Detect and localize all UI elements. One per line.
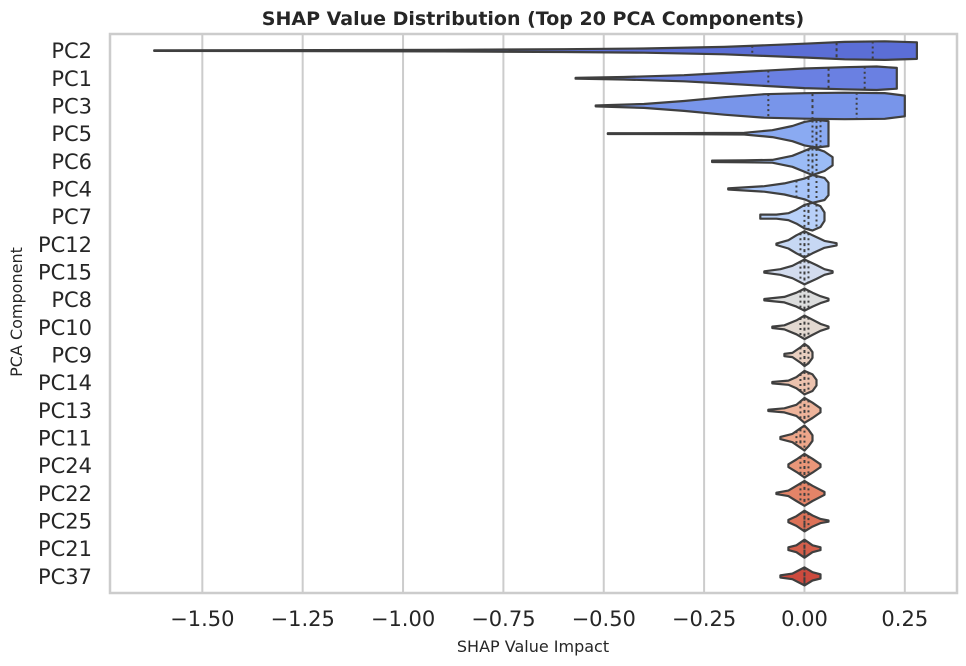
x-tick-label: −1.25 <box>271 607 335 631</box>
y-tick-label: PC37 <box>38 565 92 589</box>
violin-pc14 <box>771 369 818 396</box>
y-tick-label: PC21 <box>38 537 92 561</box>
violin-pc5 <box>606 118 830 149</box>
y-tick-label: PC15 <box>38 260 92 284</box>
violin-pc10 <box>771 314 830 341</box>
y-tick-label: PC3 <box>51 94 92 118</box>
violin-layer <box>153 40 918 587</box>
plot-frame <box>108 32 959 595</box>
y-tick-label: PC9 <box>51 344 92 368</box>
x-tick-label: 0.25 <box>881 607 928 631</box>
violin-pc13 <box>767 396 822 424</box>
x-tick-label: −0.50 <box>572 607 636 631</box>
x-tick-label: −0.25 <box>672 607 736 631</box>
x-tick-label: −1.00 <box>371 607 435 631</box>
y-tick-label: PC13 <box>38 399 92 423</box>
x-tick-label: −0.75 <box>471 607 535 631</box>
y-tick-label: PC25 <box>38 510 92 534</box>
y-tick-label: PC7 <box>51 205 92 229</box>
violin-pc12 <box>775 230 838 259</box>
x-axis-label: SHAP Value Impact <box>457 637 609 656</box>
violin-pc7 <box>759 201 826 232</box>
violin-pc1 <box>574 65 898 92</box>
violin-pc15 <box>763 258 834 286</box>
y-axis-label: PCA Component <box>7 247 26 377</box>
y-tick-label: PC6 <box>51 150 92 174</box>
violin-pc2 <box>153 40 918 61</box>
y-tick-label: PC4 <box>51 177 92 201</box>
chart-title: SHAP Value Distribution (Top 20 PCA Comp… <box>262 8 804 30</box>
violin-pc24 <box>787 452 822 479</box>
y-tick-label: PC2 <box>51 39 92 63</box>
y-tick-label: PC14 <box>38 371 92 395</box>
violin-pc4 <box>727 174 830 204</box>
y-tick-label: PC12 <box>38 233 92 257</box>
y-tick-label: PC11 <box>38 427 92 451</box>
y-tick-label: PC8 <box>51 288 92 312</box>
y-tick-label: PC22 <box>38 482 92 506</box>
y-tick-label: PC24 <box>38 454 92 478</box>
x-tick-label: −1.50 <box>170 607 234 631</box>
violin-pc6 <box>711 146 834 177</box>
y-tick-label: PC5 <box>51 122 92 146</box>
x-tick-labels: −1.50 −1.25 −1.00 −0.75 −0.50 −0.25 0.00 0.25 <box>170 607 928 631</box>
violin-pc37 <box>779 566 822 587</box>
x-tick-label: 0.00 <box>781 607 828 631</box>
y-tick-label: PC1 <box>51 67 92 91</box>
violin-pc3 <box>594 91 906 121</box>
y-tick-labels: PC2 PC1 PC3 PC5 PC6 PC4 PC7 PC12 PC15 PC8 PC10 PC9 P… <box>38 39 92 589</box>
y-tick-label: PC10 <box>38 316 92 340</box>
violin-pc8 <box>763 287 830 312</box>
